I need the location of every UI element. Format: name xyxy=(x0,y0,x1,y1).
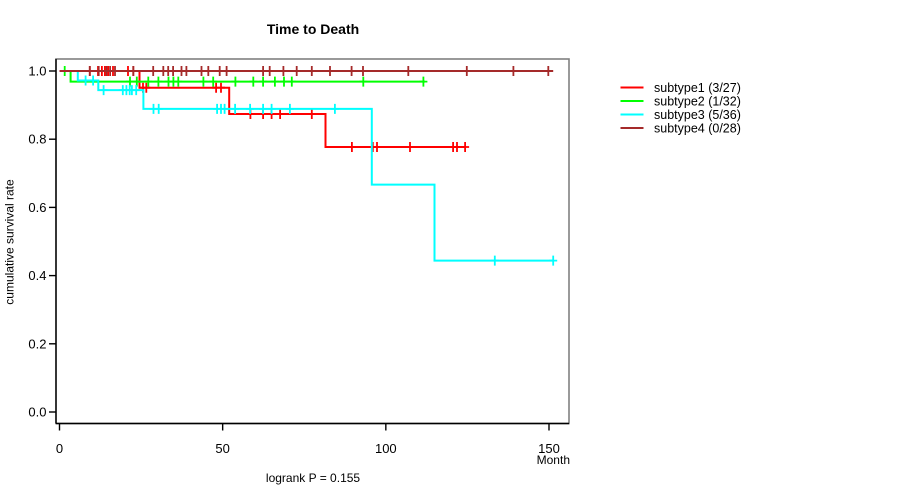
legend: subtype1 (3/27) subtype2 (1/32) subtype3… xyxy=(620,81,741,136)
chart-title: Time to Death xyxy=(267,21,359,37)
survival-curve-subtype1 xyxy=(59,70,466,148)
plot-curves xyxy=(59,66,558,266)
y-tick-label: 0.4 xyxy=(28,268,46,283)
legend-label-subtype1: subtype1 (3/27) xyxy=(654,81,741,95)
legend-label-subtype2: subtype2 (1/32) xyxy=(654,95,741,109)
x-tick-label: 0 xyxy=(56,441,63,456)
x-tick-label: 100 xyxy=(375,441,397,456)
y-tick-label: 0.8 xyxy=(28,132,46,147)
legend-label-subtype3: subtype3 (5/36) xyxy=(654,108,741,122)
logrank-p-value: logrank P = 0.155 xyxy=(266,471,361,485)
legend-item-subtype4: subtype4 (0/28) xyxy=(620,122,741,136)
legend-item-subtype1: subtype1 (3/27) xyxy=(620,81,741,95)
y-tick-label: 0.2 xyxy=(28,336,46,351)
censor-marks-subtype4 xyxy=(85,66,553,76)
y-tick-label: 0.6 xyxy=(28,200,46,215)
legend-label-subtype4: subtype4 (0/28) xyxy=(654,122,741,136)
y-tick-label: 0.0 xyxy=(28,405,46,420)
y-axis-label: cumulative survival rate xyxy=(3,179,17,305)
x-tick-label: 50 xyxy=(215,441,229,456)
y-tick-label: 1.0 xyxy=(28,64,46,79)
axes: 0 50 100 150 0.0 0.2 0.4 0.6 0.8 1.0 xyxy=(28,58,570,456)
legend-item-subtype2: subtype2 (1/32) xyxy=(620,95,741,109)
legend-item-subtype3: subtype3 (5/36) xyxy=(620,108,741,122)
censor-marks-subtype3 xyxy=(81,75,558,266)
survival-curve-subtype3 xyxy=(59,70,554,262)
x-tick-label: 150 xyxy=(538,441,560,456)
x-axis-label: Month xyxy=(537,453,570,467)
